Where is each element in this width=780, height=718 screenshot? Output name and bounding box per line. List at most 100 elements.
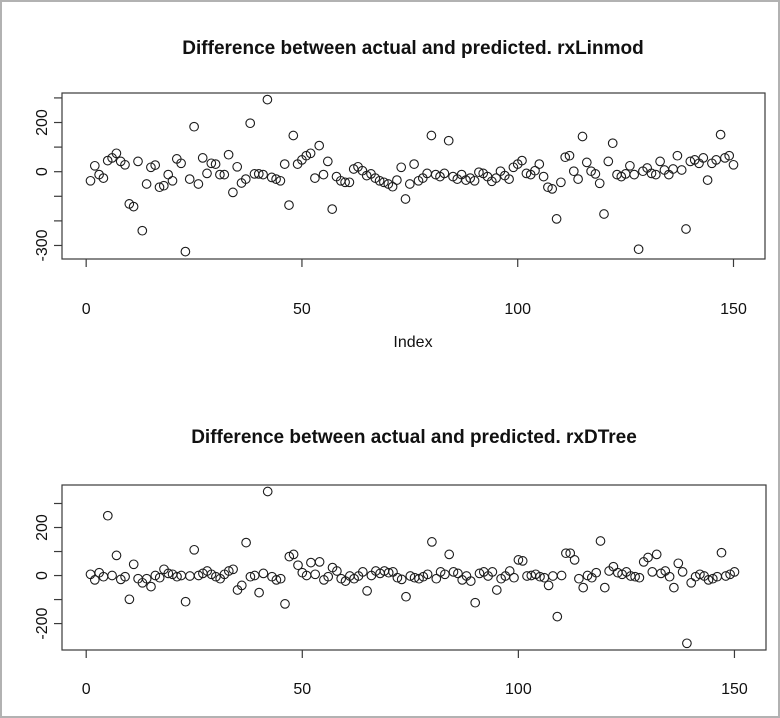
data-point (158, 180, 169, 191)
data-point (695, 569, 705, 580)
data-point (564, 150, 575, 161)
data-point (111, 148, 122, 159)
data-point (676, 165, 687, 175)
data-point (521, 168, 532, 179)
data-point (422, 569, 433, 580)
y-tick-label: -200 (34, 607, 51, 639)
data-point (327, 204, 338, 214)
data-point (193, 179, 204, 189)
data-point (89, 160, 100, 171)
x-axis-label-index: Index (393, 334, 432, 351)
data-point (120, 571, 130, 582)
data-point (172, 571, 182, 582)
data-point (280, 599, 290, 609)
data-point (565, 548, 576, 559)
data-point (211, 571, 221, 582)
data-point (487, 567, 498, 577)
data-point (633, 244, 644, 255)
data-point (517, 155, 527, 166)
plot-box (61, 92, 766, 260)
data-point (262, 94, 273, 105)
data-point (288, 130, 299, 141)
plot-area-1: 0 50 100 150 200 0 -200 (34, 484, 767, 698)
data-point (414, 573, 424, 584)
data-point (133, 156, 143, 167)
x-tick-label: 50 (293, 681, 311, 698)
data-point (154, 182, 165, 193)
data-point (288, 549, 299, 560)
data-point (681, 224, 691, 234)
data-point (258, 169, 268, 180)
data-point (578, 582, 589, 593)
data-point (543, 580, 554, 591)
data-point (107, 570, 117, 581)
data-point (111, 550, 122, 561)
data-point (568, 166, 579, 177)
data-point (379, 177, 389, 188)
data-point (577, 131, 588, 142)
data-point (534, 159, 545, 169)
data-point (672, 150, 683, 161)
data-point (646, 168, 657, 179)
data-point (332, 566, 342, 576)
data-point (574, 573, 584, 584)
data-point (427, 537, 437, 547)
data-point (374, 175, 385, 186)
data-point (439, 168, 450, 179)
data-point (310, 569, 321, 580)
data-point (590, 169, 601, 179)
data-point (720, 571, 731, 581)
data-point (538, 171, 549, 182)
data-point (202, 168, 212, 179)
x-tick-label: 50 (293, 301, 311, 318)
data-point (241, 537, 251, 548)
data-point (154, 572, 165, 583)
y-tick-label: 200 (34, 109, 51, 136)
data-point (85, 175, 96, 186)
data-point (314, 557, 325, 567)
data-point (405, 571, 416, 581)
data-point (249, 570, 260, 581)
y-tick-label: 0 (34, 571, 51, 580)
data-point (470, 597, 481, 608)
data-point (594, 178, 605, 189)
data-point (409, 159, 419, 169)
data-point (625, 160, 635, 171)
data-point (271, 174, 281, 184)
data-point (715, 129, 726, 140)
data-point (357, 567, 368, 577)
data-point (258, 568, 269, 579)
data-point (85, 569, 96, 580)
data-point (630, 571, 640, 582)
chart-rxdtree: Difference between actual and predicted.… (34, 427, 767, 698)
data-point (561, 548, 571, 559)
data-point (664, 571, 675, 582)
y-tick-label: -300 (34, 229, 51, 261)
y-tick-label: 0 (34, 167, 51, 176)
data-point (284, 200, 294, 210)
data-point (535, 571, 545, 582)
data-point (89, 575, 100, 585)
data-point (236, 580, 247, 591)
data-point (275, 175, 286, 186)
chart-rxlinmod: Difference between actual and predicted.… (34, 38, 766, 351)
data-point (387, 181, 398, 192)
x-tick-label: 100 (504, 301, 531, 318)
data-point (180, 246, 191, 257)
data-point (668, 164, 678, 174)
x-tick-label: 150 (720, 301, 747, 318)
data-point (185, 571, 195, 581)
data-point (469, 175, 480, 186)
data-point (702, 175, 713, 185)
data-point (322, 156, 333, 167)
data-point (400, 194, 411, 204)
data-point (673, 558, 684, 569)
data-point (599, 209, 609, 219)
data-point (724, 150, 735, 161)
data-point (176, 158, 186, 169)
data-point (404, 179, 415, 189)
data-point (491, 585, 502, 595)
data-point (569, 555, 580, 565)
